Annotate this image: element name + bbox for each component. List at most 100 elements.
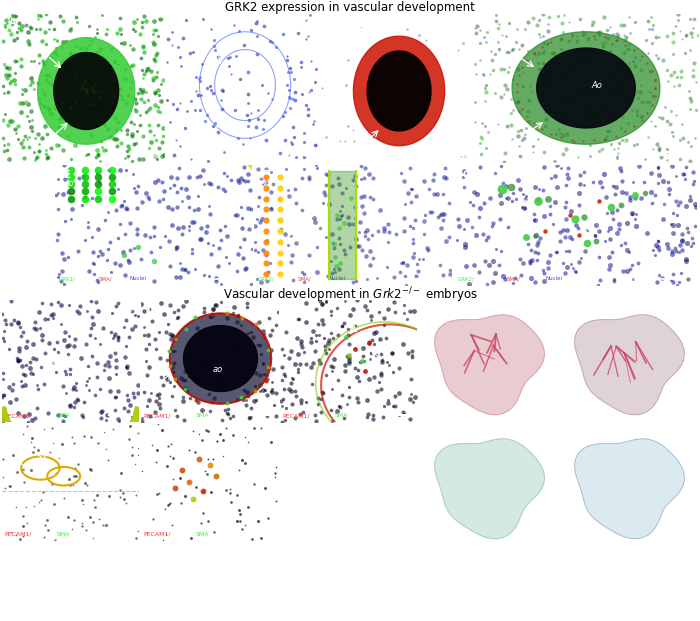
Point bbox=[651, 32, 662, 42]
Point bbox=[199, 116, 211, 125]
Point bbox=[554, 227, 566, 237]
Point bbox=[241, 302, 253, 312]
Point bbox=[85, 465, 97, 474]
Text: +/+: +/+ bbox=[538, 304, 553, 312]
Point bbox=[635, 80, 646, 90]
Point bbox=[335, 402, 346, 412]
Point bbox=[120, 203, 132, 213]
Point bbox=[536, 88, 547, 98]
Point bbox=[171, 242, 182, 252]
Point bbox=[3, 70, 14, 79]
Point bbox=[562, 173, 573, 183]
Point bbox=[672, 220, 683, 230]
Point bbox=[546, 129, 557, 138]
Point bbox=[156, 96, 167, 106]
Point bbox=[136, 197, 148, 207]
Point bbox=[663, 243, 674, 253]
Point bbox=[567, 58, 578, 68]
Text: M: M bbox=[421, 301, 431, 311]
Point bbox=[556, 132, 567, 142]
Point bbox=[550, 197, 561, 207]
Point bbox=[622, 245, 633, 255]
Point bbox=[552, 11, 564, 20]
Point bbox=[111, 125, 122, 135]
Point bbox=[593, 84, 604, 94]
Text: Pecam1: Pecam1 bbox=[286, 152, 314, 158]
Point bbox=[20, 84, 31, 94]
Point bbox=[27, 126, 38, 136]
Polygon shape bbox=[48, 453, 53, 462]
Point bbox=[350, 344, 361, 354]
Point bbox=[541, 39, 552, 48]
Point bbox=[49, 103, 60, 113]
Point bbox=[65, 23, 76, 33]
Point bbox=[363, 409, 374, 419]
Point bbox=[138, 11, 149, 21]
Point bbox=[212, 379, 223, 389]
Point bbox=[398, 409, 409, 419]
Point bbox=[425, 96, 436, 106]
Point bbox=[228, 308, 239, 318]
Point bbox=[537, 9, 548, 19]
Point bbox=[87, 193, 98, 203]
Polygon shape bbox=[20, 441, 28, 449]
Point bbox=[74, 309, 85, 319]
Point bbox=[311, 330, 322, 340]
Point bbox=[240, 263, 251, 273]
Point bbox=[197, 509, 209, 519]
Point bbox=[460, 261, 471, 271]
Point bbox=[32, 445, 43, 455]
Point bbox=[167, 520, 178, 530]
Point bbox=[554, 128, 566, 138]
Point bbox=[127, 170, 139, 179]
Point bbox=[23, 409, 34, 419]
Point bbox=[83, 21, 94, 31]
Point bbox=[76, 58, 87, 68]
Point bbox=[570, 93, 581, 103]
Point bbox=[316, 407, 327, 417]
Point bbox=[31, 403, 42, 413]
Point bbox=[459, 242, 470, 252]
Point bbox=[234, 515, 246, 525]
Point bbox=[65, 179, 76, 189]
Point bbox=[439, 171, 450, 181]
Point bbox=[10, 502, 22, 512]
Point bbox=[687, 23, 699, 33]
Point bbox=[332, 173, 343, 183]
Point bbox=[16, 331, 27, 341]
Point bbox=[469, 117, 480, 127]
Point bbox=[289, 413, 300, 423]
Point bbox=[622, 266, 633, 276]
Point bbox=[40, 39, 51, 49]
Point bbox=[217, 184, 228, 194]
Point bbox=[598, 81, 610, 91]
Point bbox=[57, 381, 69, 391]
Point bbox=[302, 111, 314, 120]
Point bbox=[192, 397, 203, 407]
Point bbox=[111, 28, 122, 38]
Point bbox=[295, 61, 307, 71]
Point bbox=[556, 79, 568, 89]
Point bbox=[414, 254, 425, 264]
Point bbox=[505, 181, 517, 191]
Point bbox=[545, 209, 556, 219]
Point bbox=[279, 371, 290, 381]
Point bbox=[500, 31, 511, 41]
Point bbox=[413, 30, 424, 40]
Point bbox=[286, 67, 297, 77]
Point bbox=[92, 179, 104, 189]
Point bbox=[117, 488, 128, 498]
Point bbox=[73, 247, 84, 256]
Point bbox=[503, 47, 514, 57]
Polygon shape bbox=[125, 428, 134, 435]
Polygon shape bbox=[92, 452, 98, 461]
Point bbox=[127, 77, 138, 87]
Point bbox=[610, 182, 621, 192]
Polygon shape bbox=[8, 430, 17, 437]
Point bbox=[549, 156, 560, 166]
Point bbox=[136, 254, 147, 264]
Point bbox=[78, 499, 89, 509]
Point bbox=[330, 252, 341, 261]
Point bbox=[398, 256, 409, 266]
Point bbox=[126, 306, 137, 315]
